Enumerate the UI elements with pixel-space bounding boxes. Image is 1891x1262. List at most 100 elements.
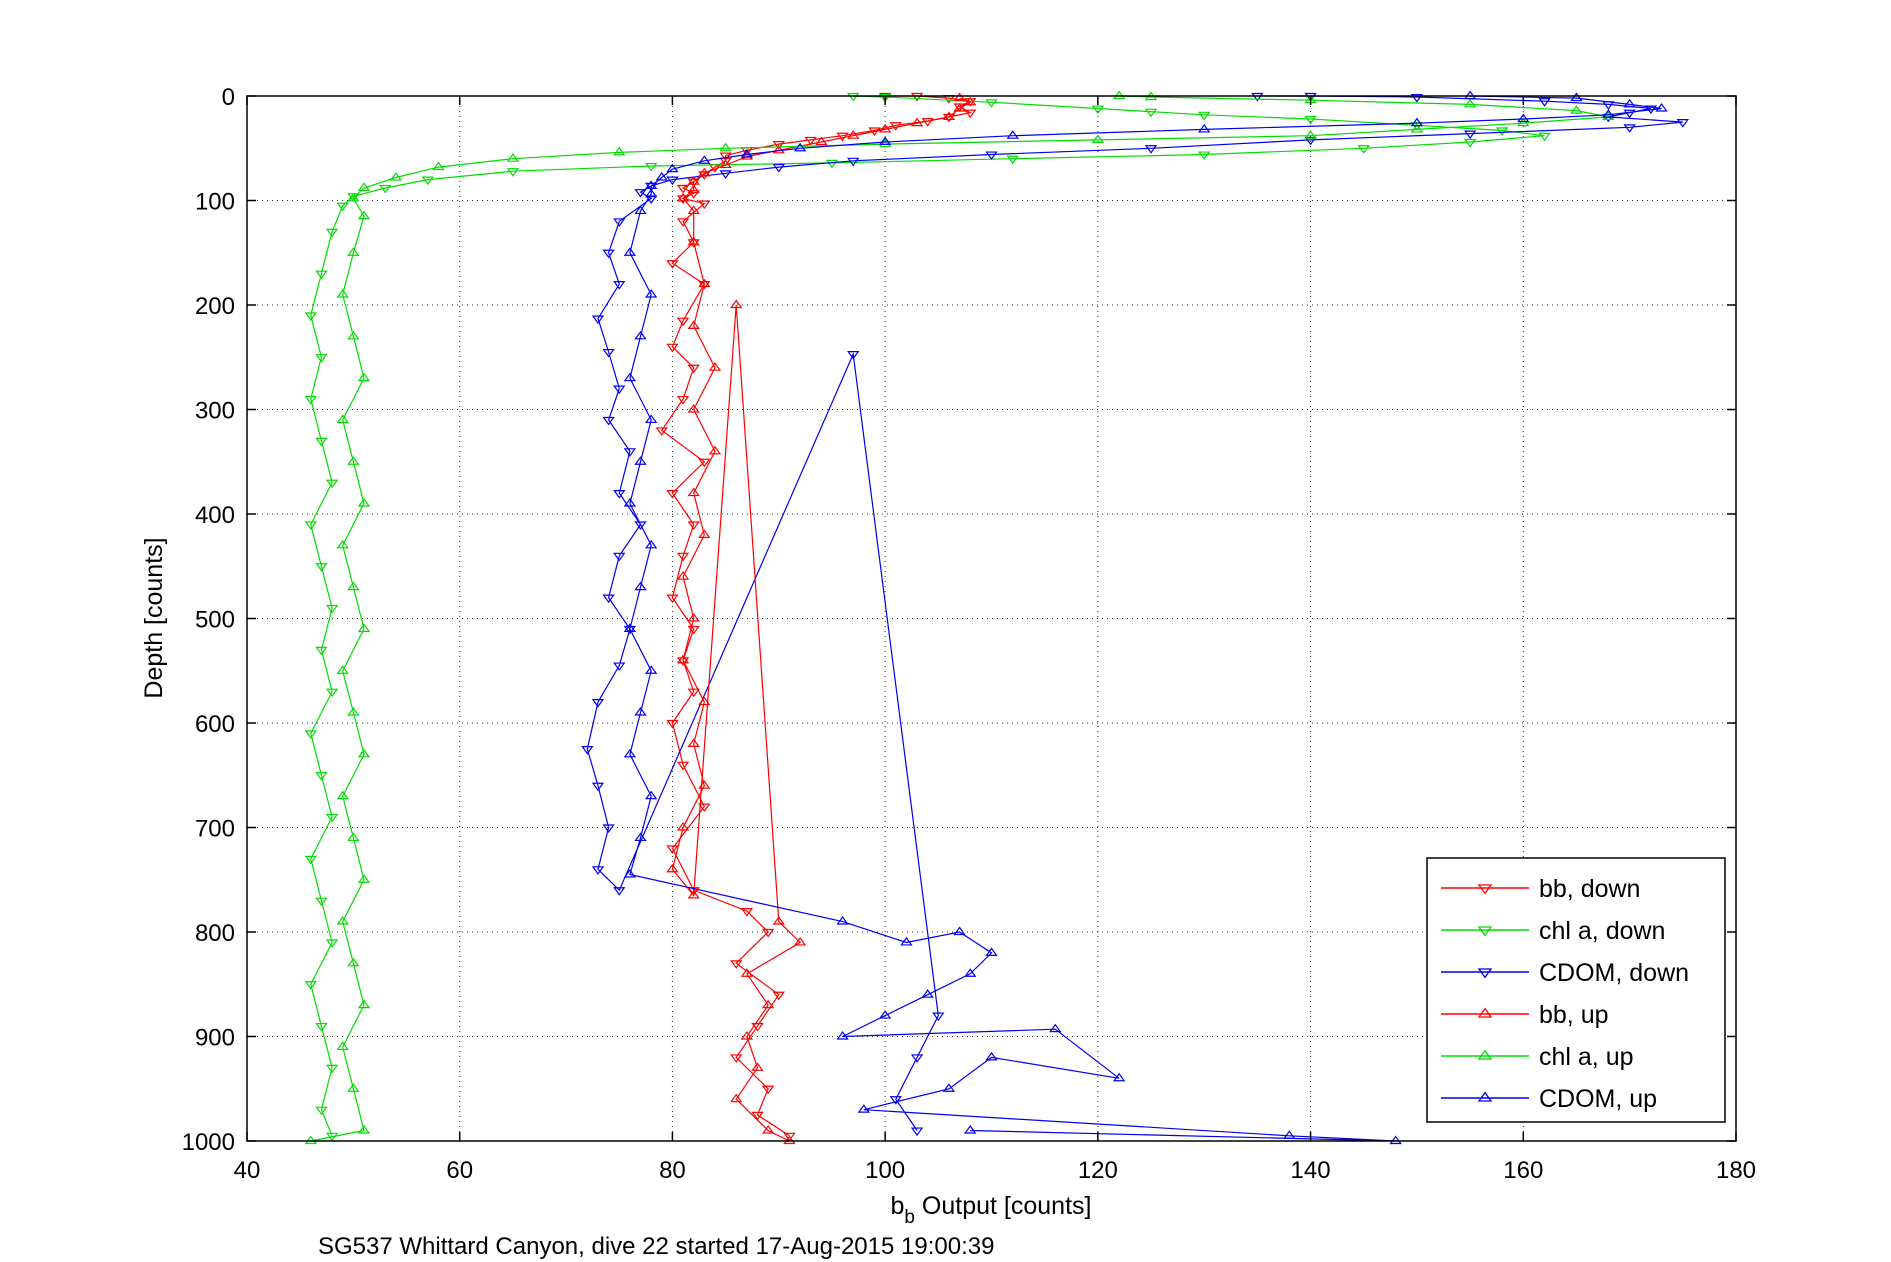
data-point (687, 184, 700, 194)
data-point (591, 315, 605, 325)
data-point (421, 176, 434, 186)
data-point (347, 247, 360, 256)
data-point (698, 200, 711, 210)
data-point (634, 832, 647, 842)
data-point (357, 182, 371, 192)
data-point (1304, 130, 1317, 139)
data-point (1198, 151, 1211, 161)
data-point (634, 707, 647, 716)
data-point (357, 748, 371, 758)
data-point (1623, 124, 1636, 133)
data-point (1570, 92, 1583, 102)
data-point (644, 188, 658, 198)
data-point (687, 205, 700, 215)
data-point (1049, 1023, 1062, 1033)
data-point (698, 278, 711, 288)
data-point (634, 521, 647, 530)
data-point (336, 289, 349, 298)
data-point (804, 136, 817, 146)
data-point (910, 92, 924, 102)
data-point (644, 195, 658, 204)
data-point (1463, 130, 1477, 140)
data-point (666, 719, 679, 729)
x-tick-label: 140 (1291, 1157, 1331, 1184)
data-point (687, 738, 700, 747)
data-point (676, 654, 690, 664)
data-point (325, 604, 339, 614)
data-point (347, 957, 360, 967)
data-point (506, 153, 520, 162)
data-point (698, 803, 711, 813)
data-point (304, 312, 317, 321)
data-point (336, 916, 349, 925)
data-point (964, 109, 977, 119)
y-tick-label: 0 (222, 84, 235, 111)
data-point (644, 665, 658, 674)
data-point (666, 343, 679, 353)
data-point (357, 1125, 371, 1134)
data-point (666, 163, 679, 173)
data-point (730, 1054, 743, 1063)
data-point (1538, 132, 1551, 142)
data-point (847, 130, 860, 139)
data-point (655, 427, 668, 436)
data-point (730, 960, 743, 969)
data-point (315, 1022, 328, 1032)
data-point (1091, 105, 1105, 115)
y-tick-label: 500 (195, 607, 235, 634)
data-point (676, 821, 690, 831)
data-point (740, 151, 754, 160)
data-point (602, 416, 615, 426)
data-point (857, 1104, 871, 1113)
data-point (325, 813, 339, 823)
data-point (506, 168, 520, 177)
data-point (878, 1010, 892, 1019)
data-point (772, 140, 785, 150)
y-tick-label: 100 (195, 189, 235, 216)
data-point (1144, 145, 1158, 154)
data-point (910, 117, 924, 127)
data-point (1410, 117, 1424, 127)
x-tick-label: 40 (234, 1157, 261, 1184)
data-point (1304, 136, 1317, 146)
data-point (1357, 145, 1370, 154)
data-point (1410, 123, 1424, 133)
data-point (623, 372, 637, 382)
legend-item-cdom-up: CDOM, up (1441, 1085, 1657, 1113)
data-point (719, 170, 732, 179)
data-point (761, 1125, 775, 1134)
legend-marker (1477, 968, 1493, 979)
data-point (1198, 123, 1211, 133)
data-point (1463, 138, 1477, 148)
data-point (623, 868, 637, 878)
series-cdom-up (623, 90, 1668, 1145)
data-point (910, 1054, 924, 1063)
data-point (1517, 113, 1530, 123)
data-point (315, 897, 328, 907)
data-point (676, 195, 690, 204)
data-point (315, 1106, 328, 1116)
data-point (315, 354, 328, 363)
data-point (878, 123, 892, 133)
data-point (1463, 90, 1477, 100)
data-point (1198, 111, 1211, 121)
data-point (783, 1132, 796, 1142)
legend-marker (1477, 884, 1493, 895)
data-point (698, 529, 711, 538)
data-point (623, 748, 637, 758)
legend-label: bb, down (1539, 875, 1640, 903)
data-point (644, 162, 658, 172)
y-tick-label: 300 (195, 398, 235, 425)
data-point (655, 171, 668, 181)
data-point (347, 192, 360, 202)
data-point (698, 167, 711, 177)
data-point (315, 270, 328, 280)
data-point (836, 916, 849, 925)
data-point (613, 490, 626, 499)
data-point (910, 1127, 924, 1137)
data-point (730, 299, 743, 309)
data-point (687, 178, 700, 188)
y-tick-label: 200 (195, 293, 235, 320)
legend-item-bb-up: bb, up (1441, 1001, 1609, 1029)
data-point (815, 136, 828, 146)
